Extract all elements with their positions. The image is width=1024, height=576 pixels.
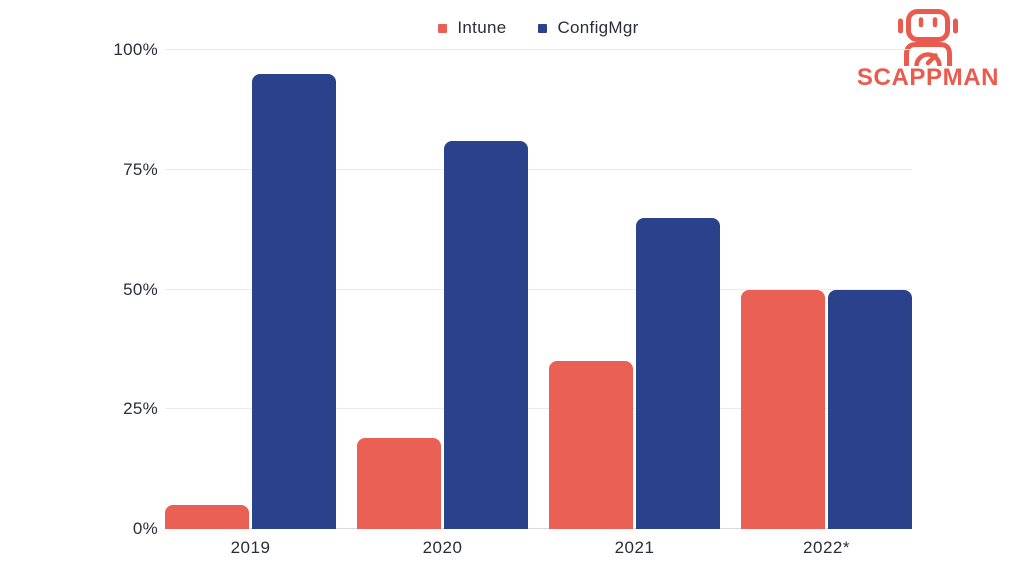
plot-area	[165, 49, 912, 529]
bar-group-2022	[741, 50, 912, 529]
bar-intune-2021	[549, 361, 633, 529]
x-axis: 2019 2020 2021 2022*	[165, 538, 912, 562]
bar-intune-2022	[741, 289, 825, 529]
bar-configmgr-2020	[444, 141, 528, 529]
brand-name: SCAPPMAN	[856, 64, 1000, 91]
gridline-0	[165, 528, 912, 529]
bar-group-2021	[549, 50, 720, 529]
bar-group-2019	[165, 50, 336, 529]
robot-icon	[898, 9, 958, 66]
y-tick-label: 0%	[132, 519, 158, 538]
legend: Intune ConfigMgr	[165, 18, 912, 38]
legend-swatch-icon	[438, 23, 448, 33]
y-tick-label: 100%	[113, 40, 158, 59]
y-tick-label: 25%	[123, 399, 158, 419]
bar-configmgr-2022	[828, 289, 912, 529]
x-tick-label: 2019	[230, 538, 271, 557]
legend-label: ConfigMgr	[557, 18, 639, 37]
gridline-25	[165, 408, 912, 410]
legend-swatch-icon	[538, 23, 548, 33]
x-tick-label: 2021	[614, 538, 655, 557]
bar-configmgr-2019	[252, 73, 336, 529]
brand-logo: SCAPPMAN	[843, 8, 1013, 92]
y-axis: 0% 25% 50% 75% 100%	[0, 40, 158, 538]
y-tick-label: 75%	[123, 159, 158, 179]
y-tick-label: 50%	[123, 279, 158, 299]
legend-label: Intune	[457, 18, 507, 37]
bar-intune-2019	[165, 505, 249, 529]
bar-group-2020	[357, 50, 528, 529]
bar-configmgr-2021	[636, 217, 720, 529]
gridline-75	[165, 168, 912, 170]
bar-intune-2020	[357, 438, 441, 529]
legend-item-intune: Intune	[438, 18, 506, 38]
bar-groups	[165, 50, 912, 529]
gridline-50	[165, 288, 912, 290]
x-tick-label: 2022*	[803, 538, 850, 557]
x-tick-label: 2020	[422, 538, 463, 557]
legend-item-configmgr: ConfigMgr	[538, 18, 638, 38]
gridline-100	[165, 49, 912, 50]
